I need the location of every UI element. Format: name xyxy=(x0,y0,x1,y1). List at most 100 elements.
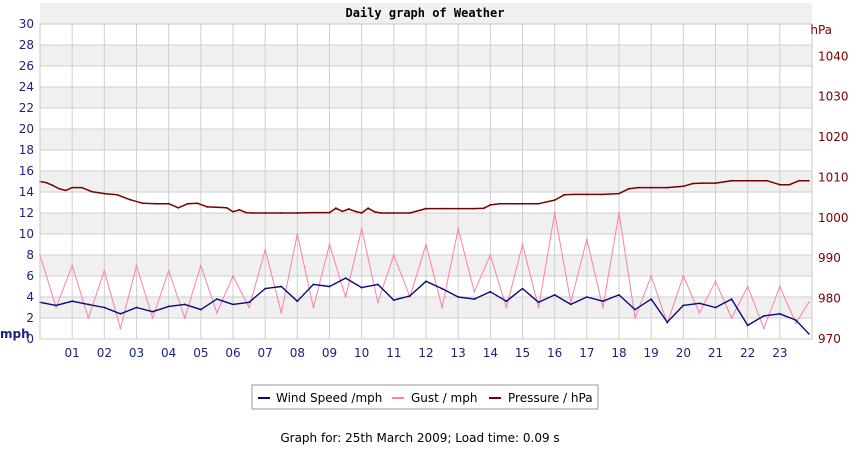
pressure-point xyxy=(392,212,395,214)
pressure-point xyxy=(103,192,106,195)
legend: Wind Speed /mph Gust / mph Pressure / hP… xyxy=(251,384,599,410)
gust-point xyxy=(489,254,492,256)
gust-point xyxy=(714,280,717,283)
gust-point xyxy=(103,269,106,272)
wind-point xyxy=(441,287,443,290)
plot-frame xyxy=(39,23,813,340)
pressure-point xyxy=(778,183,781,186)
x-tick-label: 23 xyxy=(772,346,787,360)
x-tick-label: 09 xyxy=(322,346,337,360)
wind-point xyxy=(55,304,57,307)
wind-point xyxy=(585,296,588,298)
wind-point xyxy=(216,298,218,300)
pressure-point xyxy=(425,207,427,210)
gust-point xyxy=(473,290,476,293)
gust-point xyxy=(248,306,251,309)
pressure-point xyxy=(373,210,376,213)
pressure-point xyxy=(167,202,170,205)
wind-point xyxy=(618,294,620,296)
x-tick-label: 21 xyxy=(708,346,723,360)
left-tick-label: 0 xyxy=(26,332,34,346)
right-tick-label: 990 xyxy=(818,251,841,265)
x-axis-ticks: 01 02 03 04 05 06 07 08 09 10 11 12 13 14 15 16 17 18 19 20… xyxy=(65,346,788,360)
pressure-point xyxy=(187,202,189,205)
pressure-point xyxy=(553,199,556,202)
pressure-point xyxy=(650,186,653,189)
gust-point xyxy=(569,301,572,304)
gust-point xyxy=(585,238,588,241)
wind-point xyxy=(634,308,636,311)
pressure-point xyxy=(692,182,694,185)
right-tick-label: 1000 xyxy=(818,211,849,225)
pressure-point xyxy=(499,202,501,205)
pressure-point xyxy=(225,206,228,209)
wind-point xyxy=(425,280,427,283)
pressure-point xyxy=(798,179,800,182)
legend-box xyxy=(251,384,599,410)
pressure-point xyxy=(245,211,247,214)
wind-point xyxy=(135,306,138,309)
left-tick-label: 28 xyxy=(19,38,34,52)
gust-point xyxy=(312,306,315,309)
pressure-point xyxy=(58,187,61,190)
gust-point xyxy=(698,311,701,314)
gust-point xyxy=(183,317,186,319)
pressure-point xyxy=(238,208,241,211)
wind-point xyxy=(183,303,186,306)
left-tick-label: 24 xyxy=(19,80,34,94)
pressure-point xyxy=(335,207,337,210)
gust-point xyxy=(537,306,540,309)
x-tick-label: 18 xyxy=(611,346,626,360)
pressure-point xyxy=(537,202,540,205)
wind-point xyxy=(103,306,106,309)
gust-point xyxy=(553,212,556,214)
wind-point xyxy=(489,290,492,293)
x-tick-label: 16 xyxy=(547,346,562,360)
wind-point xyxy=(569,303,572,306)
x-tick-label: 07 xyxy=(258,346,273,360)
gust-point xyxy=(296,233,299,235)
wind-point xyxy=(602,300,604,303)
legend-gust-label: Gust / mph xyxy=(411,391,477,405)
pressure-point xyxy=(360,212,363,214)
pressure-point xyxy=(154,202,157,205)
pressure-point xyxy=(196,202,199,205)
pressure-point xyxy=(264,212,267,214)
pressure-point xyxy=(730,179,733,182)
left-tick-label: 4 xyxy=(26,290,34,304)
left-tick-label: 26 xyxy=(19,59,34,73)
pressure-point xyxy=(637,186,640,189)
pressure-point xyxy=(409,212,411,214)
wind-point xyxy=(473,298,476,300)
pressure-point xyxy=(45,181,48,184)
x-tick-label: 05 xyxy=(193,346,208,360)
pressure-point xyxy=(508,202,511,205)
left-tick-label: 6 xyxy=(26,269,34,283)
gust-point xyxy=(807,301,810,304)
wind-point xyxy=(521,287,524,290)
wind-point xyxy=(360,286,363,289)
gust-point xyxy=(71,264,74,267)
x-tick-label: 06 xyxy=(225,346,240,360)
left-tick-label: 20 xyxy=(19,122,34,136)
pressure-point xyxy=(380,212,382,214)
wind-point xyxy=(328,285,331,288)
pressure-point xyxy=(280,212,283,214)
pressure-point xyxy=(766,179,768,182)
pressure-point xyxy=(232,210,234,213)
wind-point xyxy=(409,295,411,297)
gust-point xyxy=(778,285,781,288)
gust-point xyxy=(505,306,508,309)
pressure-point xyxy=(714,182,717,185)
pressure-point xyxy=(386,212,389,214)
pressure-point xyxy=(206,206,209,208)
pressure-point xyxy=(573,193,575,196)
gust-point xyxy=(634,317,636,319)
legend-pressure-label: Pressure / hPa xyxy=(508,391,593,405)
pressure-point xyxy=(116,193,119,196)
wind-point xyxy=(71,300,74,303)
right-tick-label: 970 xyxy=(818,332,841,346)
gust-point xyxy=(328,243,331,246)
gust-point xyxy=(457,227,460,230)
